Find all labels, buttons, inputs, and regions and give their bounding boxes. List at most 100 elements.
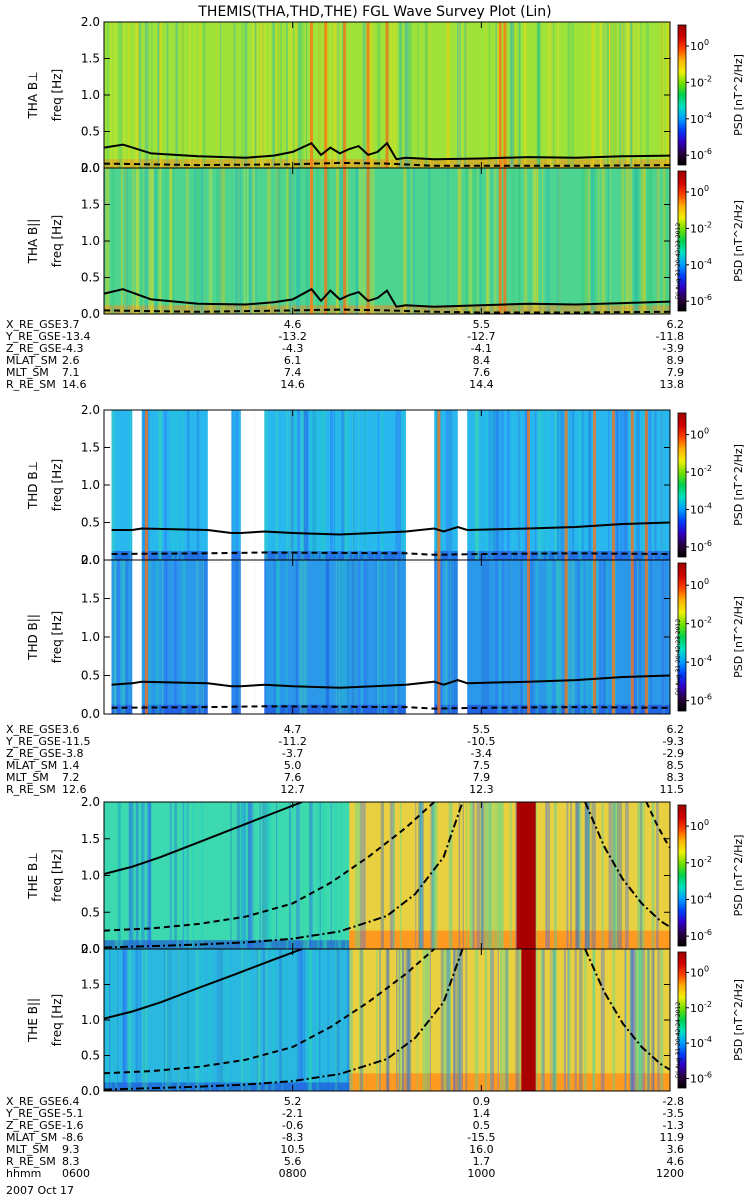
texture-stripe — [365, 560, 368, 714]
texture-stripe — [162, 949, 164, 1091]
texture-stripe — [635, 168, 639, 314]
texture-stripe — [290, 410, 294, 560]
texture-stripe — [285, 560, 288, 714]
ephemeris-value: -11.5 — [62, 735, 90, 748]
texture-stripe — [571, 22, 574, 168]
texture-stripe — [346, 560, 350, 714]
texture-stripe — [559, 560, 562, 714]
texture-stripe — [235, 168, 239, 314]
ephemeris-value: 7.6 — [473, 366, 491, 379]
texture-stripe — [234, 560, 238, 714]
texture-stripe — [486, 410, 489, 560]
bright-streak — [564, 410, 568, 560]
ephemeris-row-label: Z_RE_GSE — [6, 342, 62, 355]
texture-stripe — [635, 949, 639, 1091]
texture-stripe — [497, 560, 502, 714]
date-label: 2007 Oct 17 — [6, 1184, 74, 1197]
spectrogram-bg — [104, 560, 670, 714]
texture-stripe — [307, 802, 310, 949]
texture-stripe — [148, 802, 152, 949]
texture-stripe — [625, 802, 629, 949]
texture-stripe — [613, 22, 617, 168]
texture-stripe — [143, 949, 145, 1091]
texture-stripe — [324, 410, 326, 560]
texture-stripe — [316, 168, 320, 314]
texture-stripe — [602, 560, 605, 714]
texture-stripe — [303, 560, 307, 714]
texture-stripe — [327, 560, 329, 714]
texture-stripe — [323, 802, 327, 949]
texture-stripe — [333, 410, 335, 560]
texture-stripe — [380, 410, 384, 560]
colorbar-tick-label: 10-6 — [690, 1070, 712, 1085]
bright-streak — [530, 802, 536, 949]
texture-stripe — [219, 949, 223, 1091]
data-gap — [254, 560, 265, 714]
texture-stripe — [484, 802, 488, 949]
texture-stripe — [320, 560, 322, 714]
series-line-solid — [111, 674, 670, 689]
bright-streak — [530, 949, 536, 1091]
colorbar — [677, 170, 687, 312]
texture-stripe — [590, 168, 594, 314]
texture-stripe — [115, 560, 117, 714]
series-line-dashed — [645, 802, 670, 849]
texture-stripe — [468, 168, 472, 314]
texture-stripe — [518, 410, 520, 560]
texture-stripe — [646, 168, 651, 314]
ephemeris-value: 8.3 — [62, 1155, 80, 1168]
y-axis-label: freq [Hz] — [50, 611, 64, 663]
texture-stripe — [201, 802, 204, 949]
ephemeris-row-label: X_RE_GSE — [6, 318, 62, 331]
texture-stripe — [296, 22, 298, 168]
texture-stripe — [196, 802, 198, 949]
texture-stripe — [507, 410, 510, 560]
ephemeris-value: -3.5 — [663, 1107, 684, 1120]
texture-stripe — [629, 168, 633, 314]
bright-streak — [527, 410, 530, 560]
texture-stripe — [633, 560, 635, 714]
colorbar-tick-label: 10-4 — [690, 501, 712, 516]
texture-stripe — [556, 168, 561, 314]
texture-stripe — [335, 560, 338, 714]
ephemeris-value: 5.0 — [284, 759, 302, 772]
texture-stripe — [534, 802, 537, 949]
ephemeris-value: 12.6 — [62, 783, 87, 796]
colorbar-tick-label: 10-4 — [690, 891, 712, 906]
texture-stripe — [604, 560, 609, 714]
texture-stripe — [317, 802, 320, 949]
texture-stripe — [136, 802, 138, 949]
texture-stripe — [169, 168, 173, 314]
texture-stripe — [507, 949, 509, 1091]
texture-stripe — [262, 949, 266, 1091]
bright-streak — [644, 560, 648, 714]
texture-stripe — [600, 949, 605, 1091]
texture-stripe — [299, 949, 304, 1091]
texture-stripe — [289, 410, 293, 560]
texture-stripe — [584, 168, 588, 314]
texture-stripe — [364, 410, 366, 560]
texture-stripe — [203, 560, 206, 714]
colorbar-tick-label: 10-6 — [690, 147, 712, 162]
ephemeris-row-label: MLT_SM — [6, 366, 49, 379]
texture-stripe — [373, 410, 376, 560]
texture-stripe — [601, 168, 606, 314]
texture-stripe — [418, 802, 422, 949]
texture-stripe — [335, 949, 339, 1091]
ephemeris-value: 1000 — [467, 1167, 495, 1180]
texture-stripe — [313, 410, 316, 560]
texture-stripe — [121, 22, 124, 168]
y-tick-label: 2.0 — [81, 795, 100, 809]
texture-stripe — [466, 168, 469, 314]
ephemeris-value: 4.7 — [284, 723, 302, 736]
texture-stripe — [277, 560, 280, 714]
texture-stripe — [148, 560, 152, 714]
texture-stripe — [259, 802, 261, 949]
texture-stripe — [289, 168, 294, 314]
texture-stripe — [244, 22, 248, 168]
low-freq-band — [104, 704, 670, 714]
texture-stripe — [120, 560, 122, 714]
texture-stripe — [607, 168, 610, 314]
texture-stripe — [612, 802, 616, 949]
texture-stripe — [493, 802, 498, 949]
